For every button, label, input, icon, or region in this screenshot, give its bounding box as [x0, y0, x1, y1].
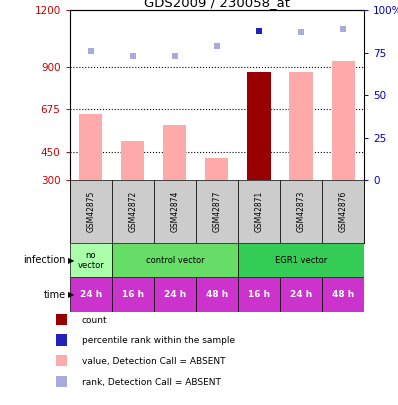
Bar [121, 141, 144, 180]
Point [172, 53, 178, 59]
Text: GSM42871: GSM42871 [254, 191, 263, 232]
Bar [280, 277, 322, 312]
Text: GSM42875: GSM42875 [86, 191, 95, 232]
Bar [322, 277, 364, 312]
Bar [112, 243, 238, 277]
Bar [70, 243, 112, 277]
Bar [70, 277, 112, 312]
Bar [79, 114, 102, 180]
Text: no
vector: no vector [77, 251, 104, 270]
Text: value, Detection Call = ABSENT: value, Detection Call = ABSENT [82, 357, 225, 366]
Bar [238, 180, 280, 243]
Text: 24 h: 24 h [80, 290, 102, 299]
Text: ▶: ▶ [68, 290, 74, 299]
Bar [248, 72, 271, 180]
Bar [112, 277, 154, 312]
Point [214, 43, 220, 49]
Text: control vector: control vector [146, 256, 204, 265]
Text: 24 h: 24 h [164, 290, 186, 299]
Bar [289, 72, 313, 180]
Text: GSM42872: GSM42872 [128, 191, 137, 232]
Text: GSM42877: GSM42877 [213, 191, 221, 232]
Text: time: time [43, 290, 66, 300]
Text: EGR1 vector: EGR1 vector [275, 256, 327, 265]
Text: 48 h: 48 h [332, 290, 354, 299]
Point [88, 48, 94, 54]
Bar [322, 180, 364, 243]
Point [298, 29, 304, 36]
Bar [154, 277, 196, 312]
Bar [112, 180, 154, 243]
Text: ▶: ▶ [68, 256, 74, 265]
Text: 24 h: 24 h [290, 290, 312, 299]
Text: rank, Detection Call = ABSENT: rank, Detection Call = ABSENT [82, 377, 220, 387]
Text: 16 h: 16 h [122, 290, 144, 299]
Bar [70, 180, 112, 243]
Text: 16 h: 16 h [248, 290, 270, 299]
Point [130, 53, 136, 59]
Bar [196, 277, 238, 312]
Bar [238, 277, 280, 312]
Text: infection: infection [23, 255, 66, 265]
Bar [154, 180, 196, 243]
Bar [196, 180, 238, 243]
Text: GSM42874: GSM42874 [170, 191, 179, 232]
Text: GSM42876: GSM42876 [339, 191, 347, 232]
Bar [163, 126, 186, 180]
Title: GDS2009 / 230058_at: GDS2009 / 230058_at [144, 0, 290, 9]
Text: count: count [82, 315, 107, 324]
Point [340, 26, 346, 32]
Point [256, 27, 262, 34]
Text: GSM42873: GSM42873 [297, 191, 306, 232]
Bar [238, 243, 364, 277]
Bar [332, 61, 355, 180]
Text: 48 h: 48 h [206, 290, 228, 299]
Bar [280, 180, 322, 243]
Text: percentile rank within the sample: percentile rank within the sample [82, 336, 235, 345]
Bar [205, 158, 228, 180]
